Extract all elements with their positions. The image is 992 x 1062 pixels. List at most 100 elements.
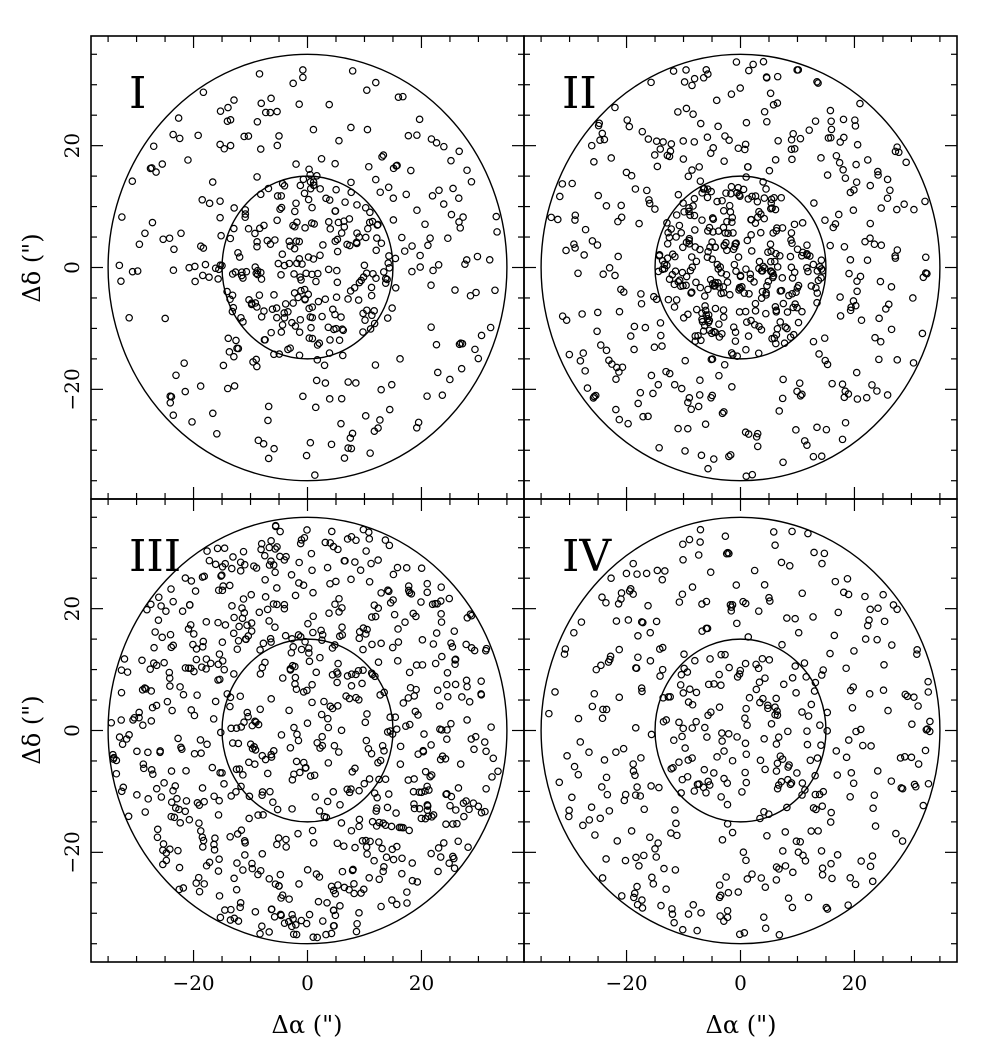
data-point	[727, 349, 736, 357]
data-point	[223, 117, 232, 125]
data-point	[729, 323, 738, 331]
data-point	[341, 198, 349, 206]
data-point	[308, 566, 316, 575]
data-point	[378, 153, 386, 161]
data-point	[221, 559, 230, 568]
data-point	[266, 787, 274, 796]
data-point	[321, 379, 330, 387]
data-point	[803, 441, 811, 449]
data-point	[742, 856, 750, 865]
data-point	[736, 192, 744, 200]
data-point	[721, 532, 730, 541]
data-point	[434, 844, 443, 852]
data-point	[404, 776, 413, 784]
data-point	[714, 279, 722, 287]
data-point	[167, 643, 176, 652]
data-point	[370, 601, 379, 609]
data-point	[135, 708, 143, 717]
data-point	[646, 833, 654, 842]
data-point	[359, 645, 367, 654]
data-point	[239, 318, 247, 326]
data-point	[423, 802, 432, 810]
data-point	[745, 693, 754, 702]
data-point	[866, 181, 875, 190]
data-point	[295, 328, 304, 336]
data-point	[280, 604, 289, 613]
data-point	[810, 199, 818, 207]
data-point	[465, 698, 474, 706]
data-point	[434, 867, 442, 876]
data-point	[845, 269, 853, 278]
data-point	[711, 243, 720, 252]
data-point	[333, 702, 342, 710]
data-point	[340, 454, 349, 462]
data-point	[295, 558, 303, 567]
data-point	[817, 265, 826, 273]
data-point	[410, 800, 418, 808]
data-point	[450, 864, 459, 873]
data-point	[827, 125, 836, 134]
data-point	[467, 644, 476, 652]
data-point	[664, 228, 672, 237]
data-point	[331, 207, 340, 215]
data-point	[304, 290, 313, 299]
data-point	[174, 846, 182, 855]
data-point	[271, 568, 279, 577]
data-point	[720, 157, 728, 165]
data-point	[210, 840, 218, 849]
data-point	[277, 731, 286, 739]
data-point	[294, 829, 302, 838]
data-point	[285, 259, 294, 268]
data-point	[813, 754, 822, 762]
data-point	[408, 859, 417, 867]
data-point	[744, 66, 753, 75]
data-point	[590, 689, 599, 698]
data-point	[759, 178, 767, 186]
data-point	[392, 162, 401, 170]
data-point	[699, 783, 708, 792]
data-point	[811, 678, 820, 687]
data-point	[696, 119, 705, 128]
data-point	[314, 297, 323, 306]
data-point	[682, 66, 690, 74]
data-point	[851, 301, 860, 310]
data-point	[463, 166, 471, 175]
data-point	[228, 291, 237, 300]
data-point	[741, 768, 749, 777]
data-point	[362, 547, 370, 555]
data-point	[874, 167, 882, 176]
data-point	[591, 831, 599, 839]
data-point	[285, 237, 294, 246]
data-point	[692, 278, 700, 287]
data-point	[385, 263, 394, 272]
data-point	[330, 741, 339, 750]
data-point	[547, 213, 556, 222]
data-point	[299, 758, 308, 767]
data-point	[282, 835, 290, 844]
data-point	[723, 548, 732, 557]
data-point	[874, 171, 882, 179]
data-point	[355, 233, 363, 241]
data-point	[226, 234, 235, 243]
data-point	[714, 265, 723, 273]
data-point	[154, 593, 163, 602]
data-point	[368, 217, 377, 226]
data-point	[893, 356, 902, 364]
data-point	[675, 598, 684, 606]
data-point	[437, 610, 445, 618]
data-point	[139, 721, 147, 730]
data-point	[202, 618, 211, 626]
data-point	[245, 792, 254, 801]
data-point	[907, 753, 916, 762]
data-point	[823, 360, 832, 369]
data-point	[709, 228, 717, 236]
data-point	[641, 323, 650, 332]
data-point	[718, 737, 726, 745]
data-point	[256, 145, 265, 153]
data-point	[159, 860, 167, 869]
data-point	[820, 334, 829, 342]
data-point	[351, 558, 359, 566]
data-point	[827, 859, 835, 868]
data-point	[381, 775, 390, 784]
data-point	[301, 637, 309, 646]
